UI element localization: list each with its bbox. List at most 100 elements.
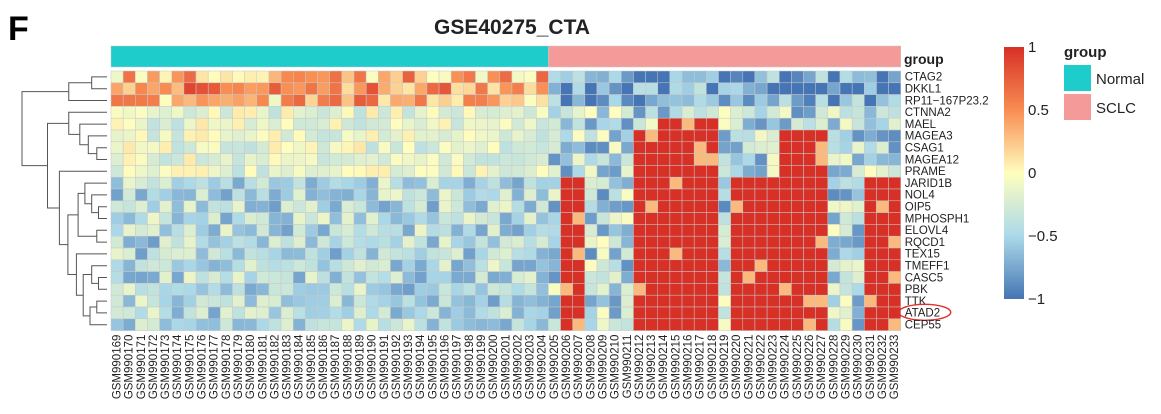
heatmap-cell: [244, 141, 258, 154]
heatmap-cell: [475, 235, 488, 249]
heatmap-cell: [693, 153, 707, 166]
heatmap-cell: [633, 235, 646, 249]
heatmap-cell: [207, 259, 221, 272]
heatmap-cell: [560, 117, 573, 131]
heatmap-cell: [864, 106, 877, 119]
heatmap-cell: [402, 212, 416, 225]
heatmap-cell: [329, 235, 343, 249]
heatmap-cell: [463, 188, 476, 202]
heatmap-cell: [293, 176, 306, 190]
dendrogram-link: [91, 194, 107, 214]
heatmap-cell: [171, 247, 185, 261]
heatmap-cell: [523, 153, 537, 166]
heatmap-cell: [329, 306, 343, 320]
legend-label-normal: Normal: [1096, 71, 1144, 88]
heatmap-cell: [815, 306, 829, 320]
heatmap-cell: [499, 141, 513, 154]
heatmap-cell: [147, 82, 160, 95]
heatmap-cell: [548, 153, 561, 166]
heatmap-cell: [220, 247, 233, 261]
heatmap-cell: [268, 224, 282, 237]
heatmap-cell: [305, 271, 318, 284]
heatmap-cell: [268, 271, 282, 284]
heatmap-cell: [487, 141, 501, 154]
heatmap-cell: [256, 247, 270, 261]
heatmap-cell: [864, 212, 877, 225]
heatmap-cell: [220, 176, 233, 190]
heatmap-cell: [548, 176, 561, 190]
heatmap-cell: [268, 117, 282, 131]
heatmap-cell: [730, 271, 744, 284]
heatmap-cell: [730, 165, 744, 178]
heatmap-cell: [888, 117, 901, 131]
heatmap-cell: [511, 224, 525, 237]
heatmap-cell: [706, 94, 719, 107]
heatmap-cell: [645, 200, 658, 213]
heatmap-cell: [220, 106, 233, 119]
heatmap-cell: [499, 188, 513, 202]
heatmap-cell: [147, 271, 160, 284]
heatmap-cell: [463, 318, 476, 331]
heatmap-cell: [450, 106, 464, 119]
heatmap-cell: [766, 283, 780, 296]
heatmap-cell: [596, 259, 610, 272]
heatmap-cell: [414, 165, 428, 178]
heatmap-cell: [779, 176, 792, 190]
heatmap-cell: [633, 212, 646, 225]
heatmap-cell: [487, 153, 501, 166]
heatmap-cell: [499, 176, 513, 190]
heatmap-cell: [511, 200, 525, 213]
heatmap-cell: [572, 188, 586, 202]
heatmap-cell: [511, 283, 525, 296]
heatmap-cell: [548, 141, 561, 154]
heatmap-cell: [280, 247, 294, 261]
heatmap-cell: [171, 176, 185, 190]
heatmap-cell: [475, 165, 488, 178]
heatmap-cell: [706, 129, 719, 143]
heatmap-cell: [657, 235, 671, 249]
heatmap-cell: [693, 141, 707, 154]
heatmap-cell: [305, 212, 318, 225]
heatmap-cell: [122, 283, 136, 296]
heatmap-cell: [463, 117, 476, 131]
column-label: GSM990187: [330, 335, 342, 400]
heatmap-cell: [645, 70, 658, 84]
heatmap-cell: [183, 117, 197, 131]
heatmap-cell: [766, 235, 780, 249]
heatmap-cell: [803, 294, 816, 308]
heatmap-cell: [803, 259, 816, 272]
heatmap-cell: [220, 318, 233, 331]
heatmap-cell: [171, 117, 185, 131]
column-label: GSM990205: [549, 335, 561, 400]
heatmap-cell: [147, 141, 160, 154]
heatmap-cell: [365, 165, 379, 178]
heatmap-cell: [548, 188, 561, 202]
dendrogram-link: [98, 277, 107, 290]
heatmap-cell: [499, 212, 513, 225]
heatmap-cell: [791, 224, 804, 237]
heatmap-cell: [207, 283, 221, 296]
heatmap-cell: [110, 318, 124, 331]
heatmap-cell: [207, 294, 221, 308]
heatmap-cell: [608, 259, 622, 272]
heatmap-cell: [742, 294, 756, 308]
heatmap-cell: [438, 247, 452, 261]
heatmap-cell: [256, 294, 270, 308]
heatmap-cell: [207, 82, 221, 95]
heatmap-cell: [438, 271, 452, 284]
heatmap-cell: [426, 129, 440, 143]
heatmap-cell: [693, 283, 707, 296]
heatmap-cell: [536, 306, 549, 320]
heatmap-cell: [378, 94, 391, 107]
heatmap-cell: [572, 117, 586, 131]
row-label: DKKL1: [905, 83, 941, 95]
heatmap-cell: [839, 141, 853, 154]
heatmap-cell: [657, 153, 671, 166]
heatmap-cell: [207, 247, 221, 261]
heatmap-cell: [608, 106, 622, 119]
heatmap-cell: [171, 141, 185, 154]
heatmap-cell: [353, 117, 367, 131]
heatmap-cell: [669, 153, 683, 166]
heatmap-cell: [244, 165, 258, 178]
heatmap-cell: [827, 294, 841, 308]
